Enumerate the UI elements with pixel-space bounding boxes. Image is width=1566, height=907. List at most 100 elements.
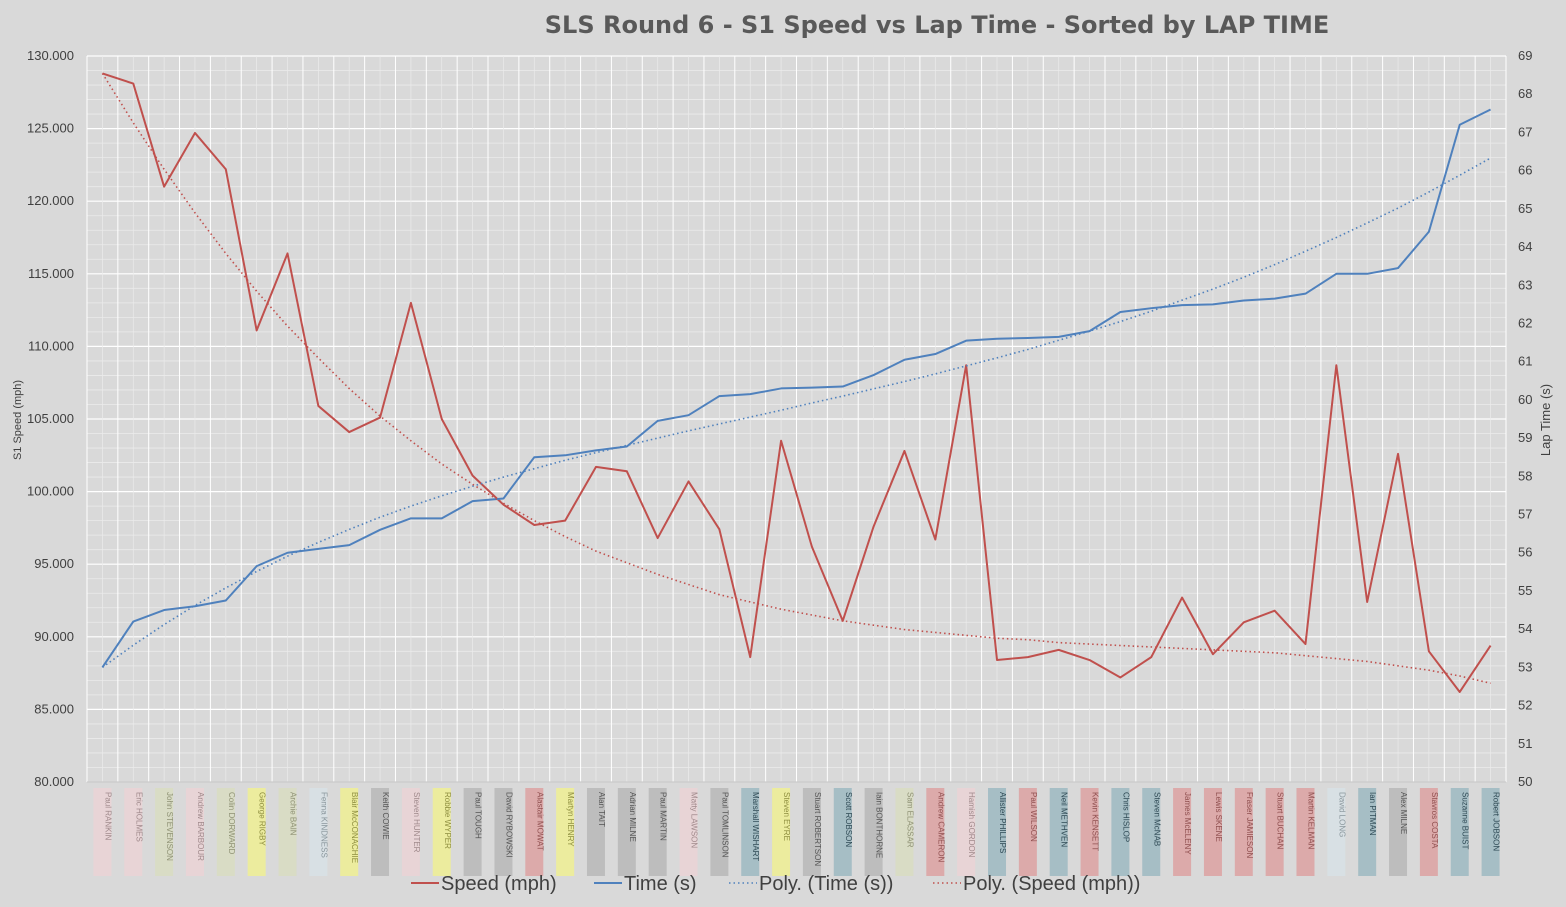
category-band xyxy=(772,788,791,876)
category-band xyxy=(1234,788,1253,876)
category-band xyxy=(155,788,174,876)
category-label: Alex MILNE xyxy=(1399,792,1408,834)
category-band xyxy=(1049,788,1068,876)
category-band xyxy=(926,788,945,876)
category-band xyxy=(1018,788,1037,876)
category-label: Iain BONTHORNE xyxy=(875,792,884,858)
y-right-tick-label: 61 xyxy=(1518,354,1532,369)
category-label: Fraser JAMIESON xyxy=(1245,792,1254,858)
category-labels: Paul RANKIN Eric HOLMES John STEVENSON Andr… xyxy=(93,788,1501,876)
category-label: Chris HISLOP xyxy=(1121,792,1130,842)
category-band xyxy=(216,788,235,876)
category-band xyxy=(556,788,575,876)
grid xyxy=(86,55,1507,783)
category-band xyxy=(710,788,729,876)
category-band xyxy=(525,788,544,876)
category-label: Blair McCONACHIE xyxy=(350,792,359,863)
category-label: Paul TOUGH xyxy=(474,792,483,839)
category-label: Stuart BUCHAN xyxy=(1276,792,1285,850)
y-left-tick-labels: 80.000 85.000 90.000 95.000 100.000 105.000 11… xyxy=(27,48,74,789)
y-left-tick-label: 95.000 xyxy=(34,556,74,571)
category-band xyxy=(679,788,698,876)
series-line xyxy=(101,72,1491,685)
category-label: Paul WILSON xyxy=(1029,792,1038,842)
legend-label: Poly. (Speed (mph)) xyxy=(963,873,1140,895)
category-band xyxy=(1173,788,1192,876)
category-band xyxy=(494,788,513,876)
category-label: Martyn HENRY xyxy=(566,792,575,847)
category-label: David LONG xyxy=(1337,792,1346,837)
category-band xyxy=(1296,788,1315,876)
category-label: Ian PITMAN xyxy=(1368,792,1377,836)
y-left-axis-title: S1 Speed (mph) xyxy=(12,380,24,460)
category-label: Marshall WISHART xyxy=(751,792,760,861)
y-right-tick-label: 62 xyxy=(1518,315,1532,330)
category-band xyxy=(802,788,821,876)
category-band xyxy=(463,788,482,876)
category-band xyxy=(833,788,852,876)
y-right-axis-title: Lap Time (s) xyxy=(1538,384,1553,456)
category-label: Paul RANKIN xyxy=(103,792,112,841)
y-left-tick-label: 120.000 xyxy=(27,193,74,208)
category-band xyxy=(1481,788,1500,876)
y-left-tick-label: 100.000 xyxy=(27,484,74,499)
category-band xyxy=(1265,788,1284,876)
category-label: Hamish GORDON xyxy=(967,792,976,858)
y-right-tick-label: 56 xyxy=(1518,545,1532,560)
category-band xyxy=(648,788,667,876)
category-label: Steven EYRE xyxy=(782,792,791,841)
category-band xyxy=(1142,788,1161,876)
category-label: John STEVENSON xyxy=(165,792,174,861)
y-left-tick-label: 125.000 xyxy=(27,121,74,136)
y-right-tick-label: 51 xyxy=(1518,736,1532,751)
category-label: Alan TAIT xyxy=(597,792,606,827)
category-label: Stuart ROBERTSON xyxy=(813,792,822,866)
category-label: Robbie WYPER xyxy=(443,792,452,849)
category-label: Matty LAWSON xyxy=(690,792,699,848)
category-band xyxy=(247,788,266,876)
category-label: Sam ELASSAR xyxy=(905,792,914,848)
category-band xyxy=(401,788,420,876)
series-line xyxy=(102,72,1492,693)
y-right-tick-label: 52 xyxy=(1518,698,1532,713)
legend: Speed (mph) Time (s) Poly. (Time (s)) Poly.… xyxy=(411,873,1140,895)
category-label: Eric HOLMES xyxy=(134,792,143,842)
category-band xyxy=(617,788,636,876)
y-right-tick-label: 53 xyxy=(1518,659,1532,674)
category-label: Stavros COSTA xyxy=(1430,792,1439,849)
category-label: David RYBOWSKI xyxy=(504,792,513,858)
y-right-tick-label: 64 xyxy=(1518,239,1532,254)
y-left-tick-label: 130.000 xyxy=(27,48,74,63)
category-label: Suzanne BUIST xyxy=(1461,792,1470,849)
y-right-tick-label: 67 xyxy=(1518,124,1532,139)
y-right-tick-label: 68 xyxy=(1518,86,1532,101)
category-band xyxy=(309,788,328,876)
category-label: Keith COWIE xyxy=(381,792,390,840)
category-label: Andrew BARBOUR xyxy=(196,792,205,861)
category-band xyxy=(957,788,976,876)
chart-title: SLS Round 6 - S1 Speed vs Lap Time - Sor… xyxy=(545,11,1330,39)
category-label: George RIGBY xyxy=(258,792,267,846)
y-right-tick-label: 58 xyxy=(1518,468,1532,483)
category-label: Steven HUNTER xyxy=(412,792,421,853)
category-label: Scott ROBSON xyxy=(844,792,853,847)
category-band xyxy=(1327,788,1346,876)
category-band xyxy=(340,788,359,876)
y-right-tick-label: 66 xyxy=(1518,163,1532,178)
category-band xyxy=(864,788,883,876)
category-label: Lewis SKENE xyxy=(1214,792,1223,842)
category-band xyxy=(1450,788,1469,876)
category-band xyxy=(1389,788,1408,876)
category-label: Paul TOMLINSON xyxy=(720,792,729,858)
y-right-tick-label: 54 xyxy=(1518,621,1532,636)
series-line xyxy=(101,157,1491,669)
category-band xyxy=(278,788,297,876)
y-right-tick-label: 65 xyxy=(1518,201,1532,216)
category-label: Robert JOBSON xyxy=(1492,792,1501,851)
y-left-tick-label: 115.000 xyxy=(28,266,74,281)
category-label: Alastair MOWAT xyxy=(535,792,544,851)
category-band xyxy=(1203,788,1222,876)
category-band xyxy=(741,788,760,876)
category-band xyxy=(185,788,204,876)
